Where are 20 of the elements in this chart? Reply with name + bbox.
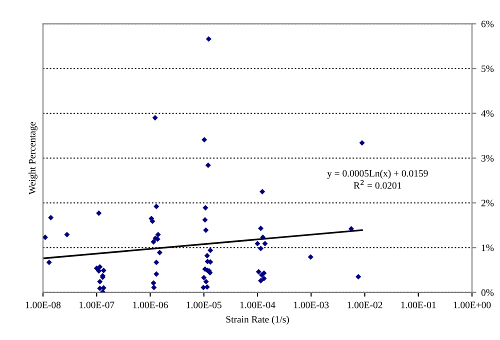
x-tick-label: 1.00E-08 (26, 302, 61, 308)
y-axis-title: Weight Percentage (28, 122, 38, 195)
x-tick-label: 1.00E-06 (133, 302, 168, 308)
annotation: y = 0.0005Ln(x) + 0.0159 (327, 170, 428, 179)
y-tick-label: 5% (482, 65, 494, 72)
y-tick-label: 3% (481, 155, 494, 162)
x-axis-title: Strain Rate (1/s) (226, 316, 289, 325)
x-tick-label: 1.00E-05 (186, 302, 222, 308)
x-tick-label: 1.00E+00 (454, 302, 491, 308)
x-tick-label: 1.00E-07 (80, 302, 114, 308)
x-tick-label: 1.00E-01 (401, 302, 436, 308)
x-tick-label: 1.00E-02 (348, 302, 382, 308)
y-tick-label: 4% (481, 110, 494, 117)
y-tick-label: 2% (481, 200, 494, 206)
y-tick-label: 0% (481, 289, 494, 296)
y-tick-label: 1% (482, 244, 494, 252)
y-tick-label: 6% (481, 20, 494, 28)
x-tick-label: 1.00E-04 (240, 302, 276, 308)
annotation: R$^{2}$ = 0.0201 (354, 180, 402, 189)
x-tick-label: 1.00E-03 (294, 302, 329, 308)
